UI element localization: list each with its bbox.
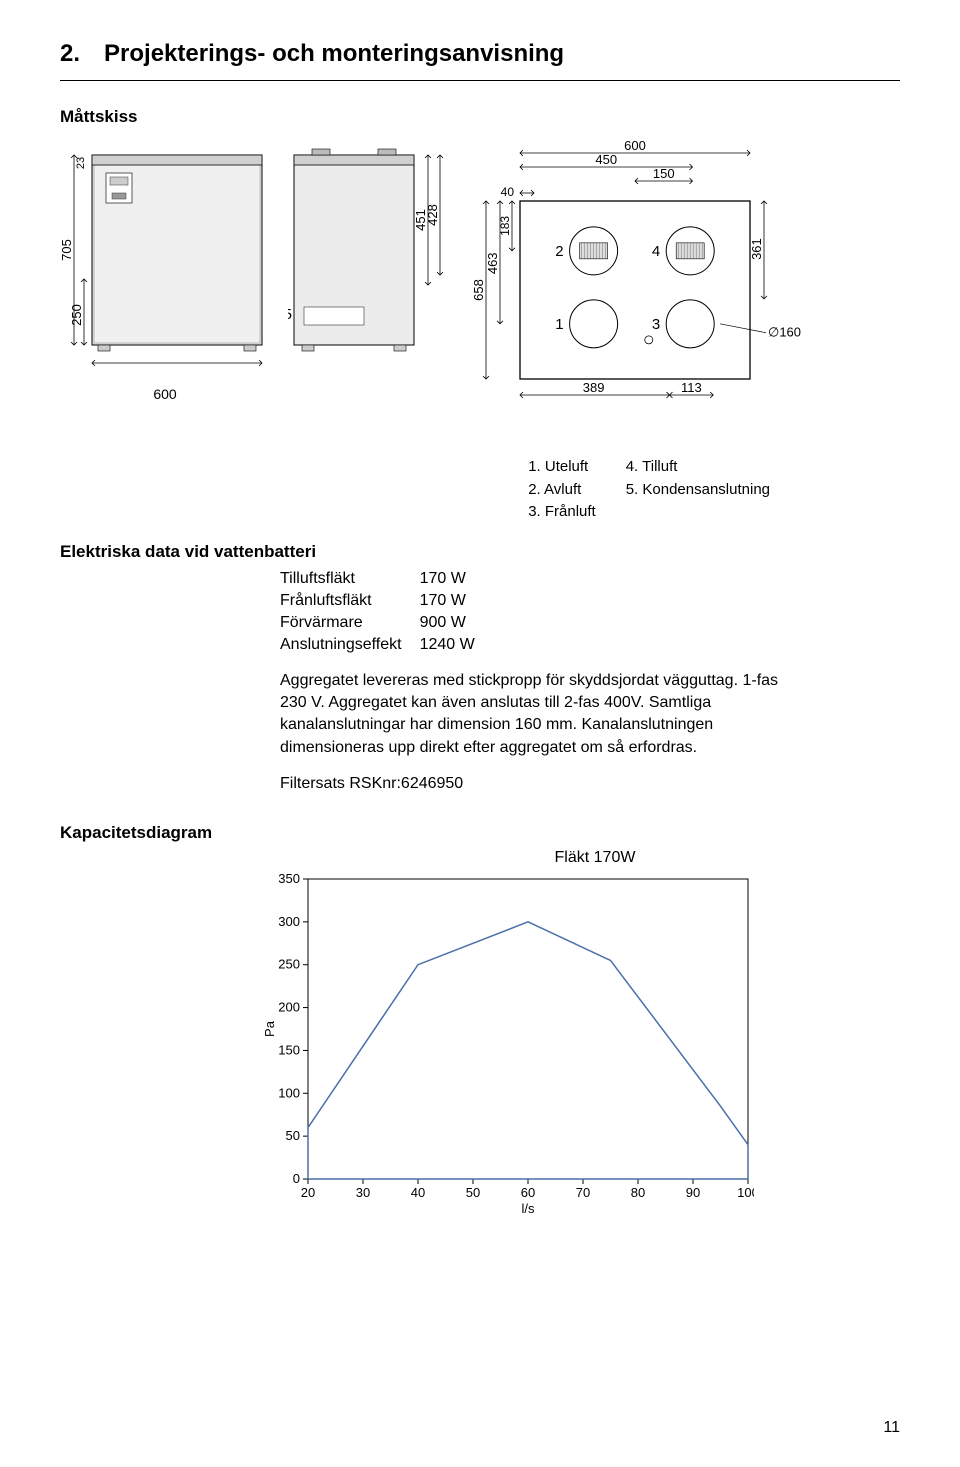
svg-text:70: 70 <box>576 1185 590 1200</box>
top-view-drawing: 600 450 150 40 1 2 3 4 658 463 183 361 ∅160 389 113 <box>466 141 836 446</box>
svg-text:100: 100 <box>737 1185 754 1200</box>
side-drawing-svg: 5451428 <box>288 141 448 377</box>
svg-text:250: 250 <box>278 957 300 972</box>
heading-number: 2. <box>60 40 80 68</box>
chart-svg: 0 50 100 150 200 250 300 350 20 30 40 50 60 70 80 90 100… <box>260 873 754 1215</box>
chart-title: Fläkt 170W <box>260 849 900 867</box>
legend-item: 3. Frånluft <box>528 501 596 524</box>
top-drawing-svg: 600 450 150 40 1 2 3 4 658 463 183 361 ∅160 389 113 <box>466 141 836 441</box>
front-bottom-dim: 600 <box>60 386 270 402</box>
svg-text:0: 0 <box>293 1171 300 1186</box>
side-view-drawing: 5451428 <box>288 141 448 382</box>
svg-text:30: 30 <box>356 1185 370 1200</box>
svg-text:300: 300 <box>278 914 300 929</box>
edata-filtersats: Filtersats RSKnr:6246950 <box>280 773 780 795</box>
svg-text:150: 150 <box>653 166 675 181</box>
svg-text:∅160: ∅160 <box>768 324 801 339</box>
legend-item: 4. Tilluft <box>626 456 770 479</box>
svg-text:50: 50 <box>466 1185 480 1200</box>
svg-text:705: 705 <box>60 239 74 261</box>
svg-text:350: 350 <box>278 873 300 886</box>
edata-heading: Elektriska data vid vattenbatteri <box>60 542 900 562</box>
table-row: Anslutningseffekt1240 W <box>280 634 493 656</box>
svg-text:60: 60 <box>521 1185 535 1200</box>
svg-text:1: 1 <box>555 316 563 333</box>
svg-text:658: 658 <box>471 279 486 301</box>
table-row: Frånluftsfläkt170 W <box>280 590 493 612</box>
svg-text:50: 50 <box>286 1129 300 1144</box>
svg-text:200: 200 <box>278 1000 300 1015</box>
svg-text:450: 450 <box>595 152 617 167</box>
svg-text:361: 361 <box>749 238 764 260</box>
table-row: Tilluftsfläkt170 W <box>280 568 493 590</box>
svg-text:428: 428 <box>425 204 440 226</box>
svg-text:113: 113 <box>681 380 702 395</box>
svg-text:2: 2 <box>555 243 563 260</box>
legend-item: 5. Kondensanslutning <box>626 479 770 502</box>
front-drawing-svg: 705 23 250 <box>60 141 270 377</box>
subheading-mattskiss: Måttskiss <box>60 107 900 127</box>
svg-text:4: 4 <box>652 243 660 260</box>
svg-text:20: 20 <box>301 1185 315 1200</box>
page-number: 11 <box>883 1419 900 1437</box>
legend-item: 1. Uteluft <box>528 456 596 479</box>
svg-text:389: 389 <box>583 380 605 395</box>
technical-drawings-row: 70523250 600 5451428 6004501504012346584… <box>60 141 900 446</box>
svg-text:40: 40 <box>501 185 515 199</box>
svg-text:23: 23 <box>75 157 87 169</box>
section-heading: 2. Projekterings- och monteringsanvisnin… <box>60 40 900 81</box>
svg-text:100: 100 <box>278 1086 300 1101</box>
legend-item: 2. Avluft <box>528 479 596 502</box>
capacity-chart: Fläkt 170W 0 50 100 150 200 250 300 350 20 30 40 50… <box>260 849 900 1215</box>
svg-text:l/s: l/s <box>522 1201 536 1215</box>
svg-text:40: 40 <box>411 1185 425 1200</box>
svg-text:80: 80 <box>631 1185 645 1200</box>
port-legend: 1. Uteluft 2. Avluft 3. Frånluft 4. Till… <box>60 456 770 524</box>
edata-block: Tilluftsfläkt170 W Frånluftsfläkt170 W F… <box>280 568 900 796</box>
front-view-drawing: 705 23 250 600 <box>60 141 270 402</box>
chart-heading: Kapacitetsdiagram <box>60 823 900 843</box>
svg-text:463: 463 <box>485 252 500 274</box>
table-row: Förvärmare900 W <box>280 612 493 634</box>
svg-text:Pa: Pa <box>262 1021 277 1038</box>
edata-table: Tilluftsfläkt170 W Frånluftsfläkt170 W F… <box>280 568 493 656</box>
svg-text:90: 90 <box>686 1185 700 1200</box>
svg-text:183: 183 <box>498 216 512 236</box>
svg-text:150: 150 <box>278 1043 300 1058</box>
svg-text:5: 5 <box>288 306 292 323</box>
svg-text:3: 3 <box>652 316 660 333</box>
heading-title: Projekterings- och monteringsanvisning <box>104 40 564 68</box>
svg-text:600: 600 <box>624 141 646 153</box>
edata-paragraph: Aggregatet levereras med stickpropp för … <box>280 670 780 760</box>
svg-text:250: 250 <box>69 304 84 326</box>
